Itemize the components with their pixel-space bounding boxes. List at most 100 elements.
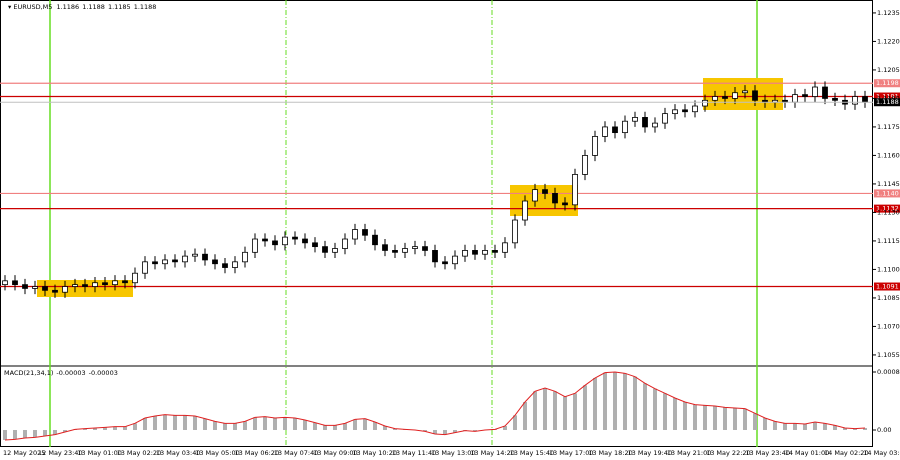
candle-body [42, 286, 48, 291]
candle-body [102, 282, 108, 286]
candle-body [522, 200, 528, 221]
macd-bar [373, 422, 377, 430]
macd-bar [763, 418, 767, 430]
x-tick-label: 14 May 02:20 [824, 449, 869, 457]
macd-bar [813, 422, 817, 430]
macd-bar [333, 425, 337, 430]
candle-body [452, 255, 458, 265]
macd-bar [343, 423, 347, 430]
candle-body [512, 219, 518, 244]
candle-body [542, 189, 548, 194]
x-tick-label: 12 May 23:40 [38, 449, 83, 457]
macd-bar [713, 406, 717, 430]
macd-bar [773, 421, 777, 430]
y-tick-label: 1.1220 [877, 37, 900, 45]
macd-bar [643, 383, 647, 430]
x-tick-label: 13 May 05:00 [195, 449, 240, 457]
candle-body [422, 246, 428, 251]
candle-body [22, 284, 28, 289]
y-tick-label: 0.00 [877, 426, 891, 434]
macd-bar [33, 430, 37, 438]
candle-body [162, 259, 168, 265]
candle-body [372, 234, 378, 246]
candle-body [562, 202, 568, 206]
level-label: 1.1091 [876, 283, 899, 291]
macd-bar [263, 416, 267, 430]
macd-bar [23, 430, 27, 438]
macd-bar [863, 428, 867, 430]
candle-body [642, 117, 648, 128]
x-tick-label: 13 May 23:40 [745, 449, 790, 457]
macd-bar [693, 404, 697, 430]
y-tick-label: 1.1175 [877, 123, 900, 131]
frame [0, 0, 873, 447]
y-tick-label: 1.1235 [877, 9, 900, 17]
candle-body [272, 240, 278, 246]
macd-bar [283, 417, 287, 430]
x-tick-label: 13 May 10:20 [352, 449, 397, 457]
y-tick-label: 1.1115 [877, 237, 900, 245]
macd-bar [163, 414, 167, 430]
macd-bar [353, 419, 357, 430]
y-tick-label: 1.1070 [877, 322, 900, 330]
y-tick-label: 1.1055 [877, 351, 900, 359]
macd-bar [193, 416, 197, 430]
last-price-tag [874, 98, 900, 107]
candle-body [792, 94, 798, 103]
macd-bar [453, 430, 457, 433]
level-tag [874, 189, 900, 198]
x-tick-label: 13 May 14:20 [470, 449, 515, 457]
macd-name: MACD(21,34,1) [4, 369, 53, 377]
last-price-label: 1.1188 [876, 98, 899, 106]
x-tick-label: 13 May 11:40 [392, 449, 437, 457]
level-tag [874, 282, 900, 291]
macd-bar [3, 430, 7, 440]
macd-signal [4, 371, 866, 441]
candle-body [362, 229, 368, 236]
candle-body [312, 242, 318, 248]
y-tick-label: 0.00087 [877, 368, 900, 376]
macd-bar [533, 391, 537, 430]
candle-body [662, 113, 668, 124]
candle-body [342, 238, 348, 249]
candle-body [852, 96, 858, 105]
candle-body [222, 263, 228, 268]
candle-body [322, 246, 328, 253]
candle-body [352, 229, 358, 240]
level-tag [874, 79, 900, 88]
candle-body [712, 96, 718, 101]
macd-bar [443, 430, 447, 435]
candle-body [302, 238, 308, 244]
x-tick-label: 13 May 07:40 [274, 449, 319, 457]
macd-bar [683, 402, 687, 430]
macd-bar [393, 428, 397, 430]
macd-title: MACD(21,34,1) -0.00003 -0.00003 [4, 369, 118, 377]
macd-bar [733, 408, 737, 430]
x-tick-label: 12 May 2025 [3, 449, 45, 457]
macd-bar [583, 385, 587, 430]
symbol-arrow: ▾ [8, 3, 13, 11]
candle-body [252, 238, 258, 253]
x-tick-label: 13 May 18:20 [588, 449, 633, 457]
candle-body [472, 250, 478, 255]
macd-bar [843, 428, 847, 430]
macd-bar [183, 415, 187, 430]
macd-bar [63, 430, 67, 432]
candle-body [122, 280, 128, 284]
x-tick-label: 13 May 02:20 [117, 449, 162, 457]
macd-bar [803, 424, 807, 430]
macd-bar [503, 426, 507, 430]
macd-bar [303, 420, 307, 430]
x-tick-label: 13 May 21:00 [667, 449, 712, 457]
candle-body [862, 96, 868, 103]
candle-body [202, 253, 208, 261]
candle-body [172, 259, 178, 263]
candle-body [142, 261, 148, 274]
candle-body [612, 126, 618, 134]
quote: 1.1185 [108, 3, 131, 11]
candle-body [622, 120, 628, 134]
macd-bar [213, 421, 217, 430]
candle-body [752, 90, 758, 101]
quote: 1.1188 [134, 3, 157, 11]
candle-body [582, 155, 588, 175]
